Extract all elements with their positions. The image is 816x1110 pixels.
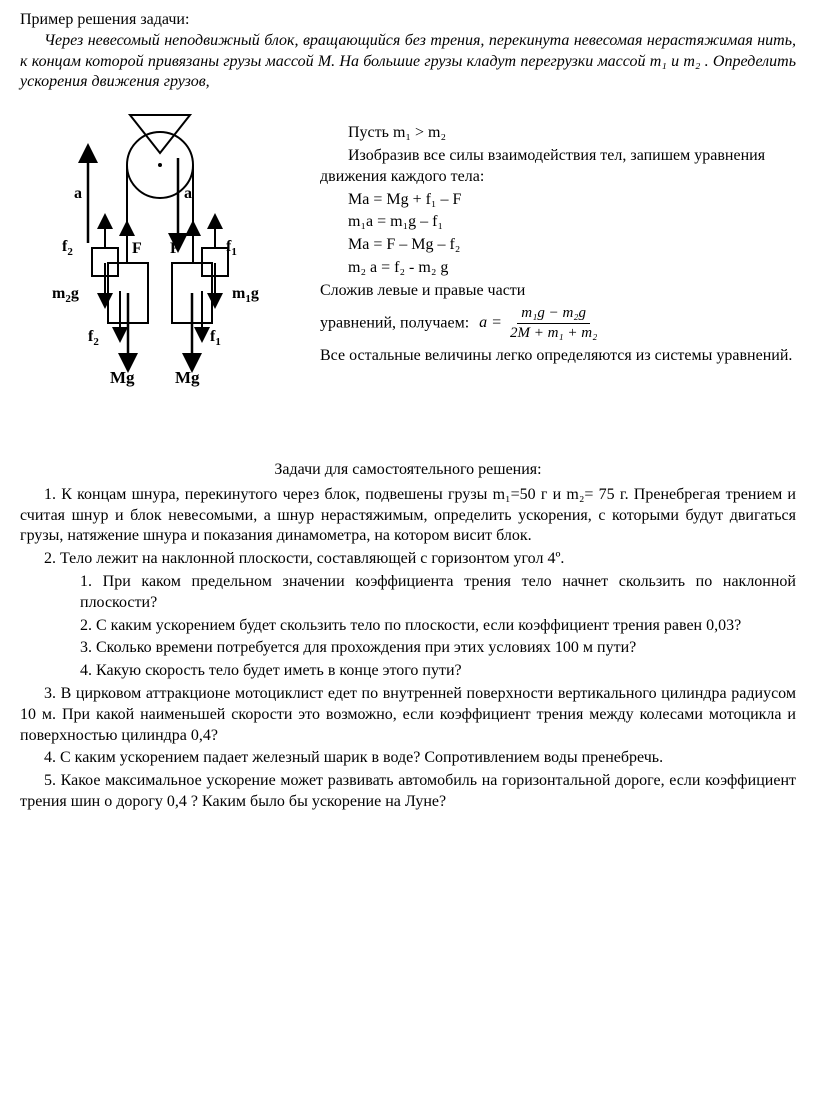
svg-text:F: F <box>132 240 142 257</box>
svg-text:F: F <box>170 240 180 257</box>
example-heading: Пример решения задачи: <box>20 10 796 31</box>
figure-and-explanation: a a F F f2 f1 m2g m1g f2 <box>20 113 796 430</box>
eq-4: m₂ a = f₂ - m₂ g <box>320 258 796 279</box>
expl-assumption: Пусть m₁ > m₂ <box>320 123 796 144</box>
svg-text:m2g: m2g <box>52 285 79 305</box>
svg-text:Mg: Mg <box>175 368 200 387</box>
problem-statement: Через невесомый неподвижный блок, вращаю… <box>20 31 796 93</box>
svg-text:a: a <box>184 185 192 202</box>
expl-combine-1: Сложив левые и правые части <box>320 281 796 302</box>
acceleration-formula: a = m₁g − m₂g 2M + m₁ + m₂ <box>479 304 601 344</box>
eq-1: Ма = Mg + f₁ – F <box>320 190 796 211</box>
explanation-text: Пусть m₁ > m₂ Изобразив все силы взаимод… <box>320 113 796 368</box>
svg-text:m1g: m1g <box>232 285 259 305</box>
svg-text:a: a <box>74 185 82 202</box>
formula-denominator: 2M + m₁ + m₂ <box>506 324 601 344</box>
task-2-4: 4. Какую скорость тело будет иметь в кон… <box>80 661 796 682</box>
task-2-3: 3. Сколько времени потребуется для прохо… <box>80 638 796 659</box>
task-3: 3. В цирковом аттракционе мотоциклист ед… <box>20 684 796 746</box>
task-1: 1. К концам шнура, перекинутого через бл… <box>20 485 796 547</box>
svg-text:f2: f2 <box>88 328 99 348</box>
task-5: 5. Какое максимальное ускорение может ра… <box>20 771 796 813</box>
task-2: 2. Тело лежит на наклонной плоскости, со… <box>20 549 796 570</box>
eq-2: m₁a = m₁g – f₁ <box>320 212 796 233</box>
task-2-2: 2. С каким ускорением будет скользить те… <box>80 616 796 637</box>
expl-rest: Все остальные величины легко определяютс… <box>320 346 796 367</box>
formula-lhs: a = <box>479 313 502 334</box>
expl-combine-text: уравнений, получаем: <box>320 314 469 331</box>
pulley-diagram: a a F F f2 f1 m2g m1g f2 <box>20 113 300 430</box>
formula-numerator: m₁g − m₂g <box>517 304 590 325</box>
svg-text:f1: f1 <box>210 328 221 348</box>
expl-combine-2: уравнений, получаем: a = m₁g − m₂g 2M + … <box>320 304 796 344</box>
eq-3: Ма = F – Mg – f₂ <box>320 235 796 256</box>
svg-text:f2: f2 <box>62 238 73 258</box>
tasks-heading: Задачи для самостоятельного решения: <box>20 460 796 481</box>
task-4: 4. С каким ускорением падает железный ша… <box>20 748 796 769</box>
task-2-1: 1. При каком предельном значении коэффиц… <box>80 572 796 614</box>
svg-text:Mg: Mg <box>110 368 135 387</box>
expl-setup: Изобразив все силы взаимодействия тел, з… <box>320 146 796 188</box>
